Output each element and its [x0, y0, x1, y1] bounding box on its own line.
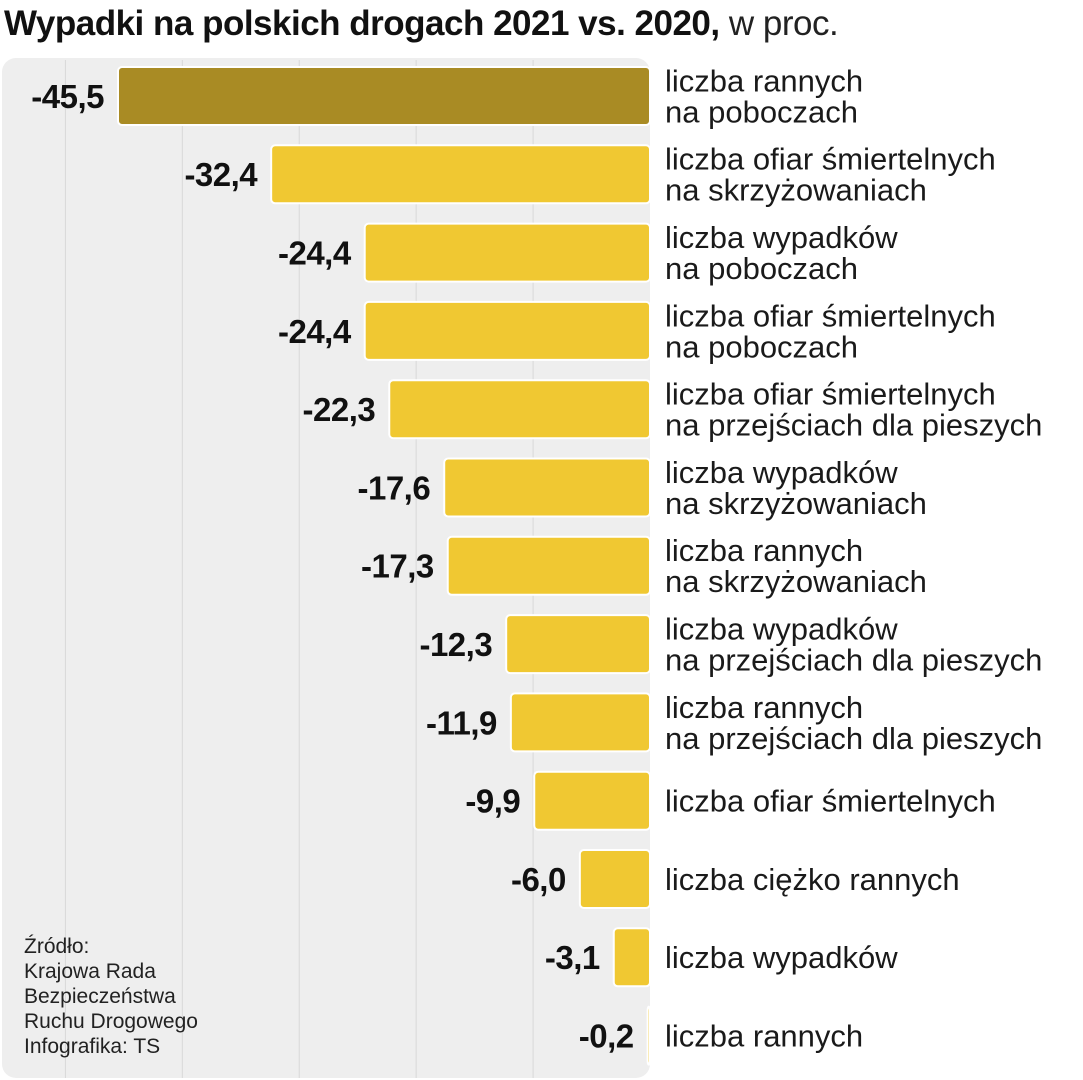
bar	[388, 379, 651, 440]
bar	[443, 457, 652, 518]
value-label: -17,3	[361, 548, 434, 585]
bar	[578, 849, 651, 909]
category-label: na skrzyżowaniach	[665, 564, 927, 599]
source-line: Krajowa Rada	[24, 960, 156, 983]
category-label: liczba rannych	[665, 690, 863, 725]
category-label: liczba ofiar śmiertelnych	[665, 298, 996, 333]
category-label: liczba ofiar śmiertelnych	[665, 377, 996, 412]
source-note: Źródło: Krajowa Rada Bezpieczeństwa Ruch…	[24, 934, 198, 1059]
value-label: -17,6	[357, 469, 430, 506]
bar	[505, 614, 651, 675]
value-label: -24,4	[278, 234, 352, 271]
value-label: -45,5	[31, 78, 104, 115]
bar	[612, 927, 651, 988]
category-label: liczba ofiar śmiertelnych	[665, 784, 996, 819]
source-line: Źródło:	[24, 935, 90, 958]
category-label: liczba wypadków	[665, 455, 898, 490]
value-label: -6,0	[511, 861, 566, 898]
category-label: na przejściach dla pieszych	[665, 408, 1042, 443]
category-label: liczba wypadków	[665, 940, 898, 975]
source-line: Infografika: TS	[24, 1035, 161, 1058]
value-label: -22,3	[303, 391, 376, 428]
category-label: liczba rannych	[665, 63, 863, 98]
category-label: liczba wypadków	[665, 611, 898, 646]
value-label: -3,1	[545, 939, 600, 976]
bar	[363, 222, 651, 283]
category-label: na poboczach	[665, 251, 858, 286]
bar	[363, 300, 651, 361]
value-label: -9,9	[465, 783, 520, 820]
value-label: -24,4	[278, 313, 352, 350]
chart-unit: w proc.	[728, 4, 839, 43]
value-label: -0,2	[579, 1017, 634, 1054]
category-label: na przejściach dla pieszych	[665, 721, 1042, 756]
bar	[117, 66, 651, 126]
category-label: na poboczach	[665, 94, 858, 129]
value-label: -11,9	[426, 704, 497, 741]
category-label: liczba rannych	[665, 1018, 863, 1053]
category-label: liczba rannych	[665, 533, 863, 568]
category-label: liczba ciężko rannych	[665, 862, 960, 897]
source-line: Ruchu Drogowego	[24, 1010, 198, 1033]
chart-title: Wypadki na polskich drogach 2021 vs. 202…	[4, 4, 720, 43]
value-label: -32,4	[184, 156, 258, 193]
value-label: -12,3	[419, 626, 492, 663]
bar	[646, 1005, 652, 1066]
bar	[509, 692, 651, 753]
category-label: na skrzyżowaniach	[665, 486, 927, 521]
source-line: Bezpieczeństwa	[24, 985, 176, 1008]
category-label: liczba wypadków	[665, 220, 898, 255]
category-label: na skrzyżowaniach	[665, 173, 927, 208]
chart-title-block: Wypadki na polskich drogach 2021 vs. 202…	[4, 4, 839, 44]
bar	[446, 535, 651, 596]
category-label: na przejściach dla pieszych	[665, 642, 1042, 677]
bar	[533, 770, 651, 831]
category-label: na poboczach	[665, 329, 858, 364]
category-label: liczba ofiar śmiertelnych	[665, 142, 996, 177]
bar	[270, 144, 651, 205]
